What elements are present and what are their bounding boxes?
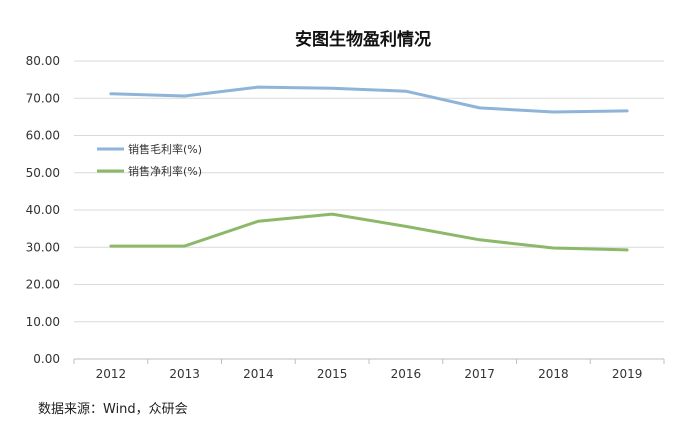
x-tick-label: 2012 — [96, 367, 127, 381]
series-line-1 — [109, 85, 629, 114]
x-tick-label: 2019 — [612, 367, 643, 381]
y-tick-label: 60.00 — [26, 129, 60, 143]
x-tick-label: 2014 — [243, 367, 274, 381]
legend-label: 销售毛利率(%) — [128, 142, 202, 156]
y-tick-label: 50.00 — [26, 166, 60, 180]
y-tick-label: 0.00 — [33, 352, 60, 366]
series-line-2 — [109, 212, 629, 252]
chart-title: 安图生物盈利情况 — [295, 29, 431, 50]
gridlines — [74, 60, 664, 360]
x-tick-label: 2015 — [317, 367, 348, 381]
y-axis-ticks: 0.00 10.00 20.00 30.00 40.00 50.00 60.00 70.00 8… — [26, 54, 60, 366]
series-lines — [109, 85, 629, 252]
y-tick-label: 30.00 — [26, 240, 60, 254]
y-tick-label: 70.00 — [26, 91, 60, 105]
x-tick-label: 2018 — [538, 367, 569, 381]
source-note: 数据来源：Wind，众研会 — [38, 402, 188, 417]
legend: 销售毛利率(%) 销售净利率(%) — [97, 142, 202, 178]
y-tick-label: 80.00 — [26, 54, 60, 68]
y-tick-label: 10.00 — [26, 315, 60, 329]
x-tick-label: 2017 — [464, 367, 495, 381]
y-tick-label: 20.00 — [26, 278, 60, 292]
x-tick-label: 2016 — [391, 367, 422, 381]
y-tick-label: 40.00 — [26, 203, 60, 217]
legend-label: 销售净利率(%) — [128, 164, 202, 178]
x-tick-label: 2013 — [169, 367, 200, 381]
x-axis-ticks: 2012 2013 2014 2015 2016 2017 2018 2019 — [73, 359, 665, 381]
